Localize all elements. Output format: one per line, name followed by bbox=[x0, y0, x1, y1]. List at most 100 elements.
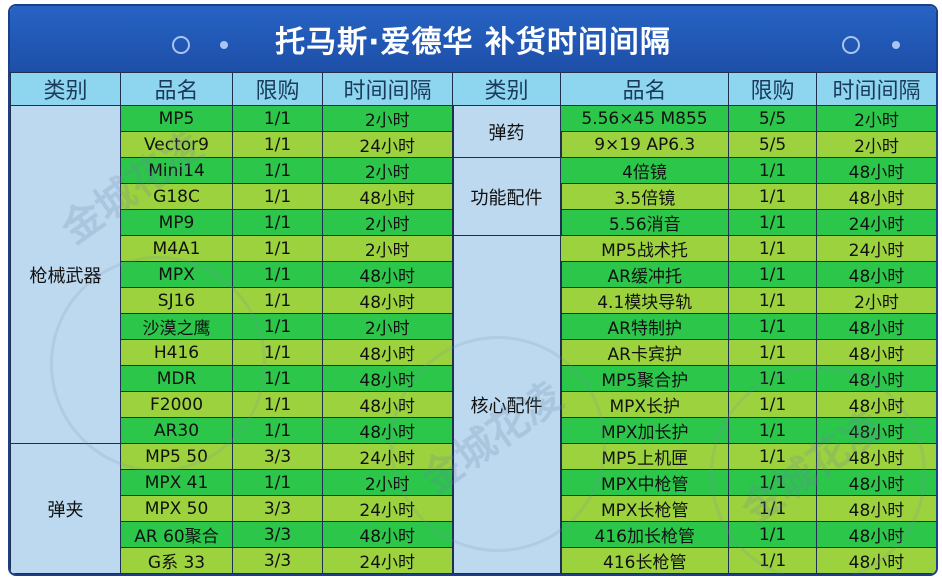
item-limit: 1/1 bbox=[232, 417, 323, 444]
item-name: 9×19 AP6.3 bbox=[559, 131, 729, 158]
item-limit: 3/3 bbox=[232, 443, 323, 470]
table-row: F2000 1/1 48小时 MPX长护 1/1 48小时 bbox=[11, 391, 936, 418]
table-row: 沙漠之鹰 1/1 2小时 AR特制护 1/1 48小时 bbox=[11, 313, 936, 340]
item-limit: 1/1 bbox=[728, 183, 817, 210]
dot-icon bbox=[892, 41, 900, 49]
table-row: AR 60聚合 3/3 48小时 416加长枪管 1/1 48小时 bbox=[11, 521, 936, 548]
item-name: AR特制护 bbox=[559, 313, 729, 340]
item-interval: 48小时 bbox=[816, 313, 936, 340]
item-name: MP5 50 bbox=[120, 443, 233, 470]
item-limit: 1/1 bbox=[232, 183, 323, 210]
item-name: AR卡宾护 bbox=[559, 339, 729, 366]
item-limit: 1/1 bbox=[728, 469, 817, 496]
item-interval: 48小时 bbox=[322, 365, 453, 392]
item-limit: 1/1 bbox=[232, 365, 323, 392]
category-cell: 弹药 bbox=[451, 105, 561, 158]
item-name: M4A1 bbox=[120, 235, 233, 262]
item-interval: 24小时 bbox=[322, 547, 453, 574]
item-interval: 48小时 bbox=[816, 469, 936, 496]
header-category: 类别 bbox=[10, 72, 121, 106]
item-limit: 1/1 bbox=[232, 105, 323, 132]
item-limit: 1/1 bbox=[728, 417, 817, 444]
item-interval: 48小时 bbox=[322, 339, 453, 366]
item-limit: 1/1 bbox=[232, 287, 323, 314]
header-name: 品名 bbox=[120, 72, 233, 106]
item-limit: 1/1 bbox=[232, 391, 323, 418]
item-name: MPX bbox=[120, 261, 233, 288]
item-name: 5.56×45 M855 bbox=[560, 105, 729, 132]
item-limit: 5/5 bbox=[728, 131, 817, 158]
item-interval: 48小时 bbox=[816, 443, 936, 470]
item-name: MP5聚合护 bbox=[559, 365, 729, 392]
item-name: MPX长护 bbox=[559, 391, 729, 418]
item-limit: 1/1 bbox=[728, 547, 817, 574]
item-name: MPX长枪管 bbox=[559, 495, 729, 522]
table-row: G系 33 3/3 24小时 416长枪管 1/1 48小时 bbox=[11, 547, 936, 574]
table-row: M4A1 1/1 2小时 核心配件 MP5战术托 1/1 24小时 bbox=[11, 235, 936, 574]
item-limit: 1/1 bbox=[728, 287, 817, 314]
table-row: G18C 1/1 48小时 3.5倍镜 1/1 48小时 bbox=[11, 183, 936, 210]
table-row: AR30 1/1 48小时 MPX加长护 1/1 48小时 bbox=[11, 417, 936, 444]
restock-table: 类别 品名 限购 时间间隔 类别 品名 限购 时间间隔 枪械武器 MP5 1/1 2小… bbox=[10, 72, 936, 574]
item-interval: 24小时 bbox=[816, 209, 936, 236]
item-name: MP5上机匣 bbox=[559, 443, 729, 470]
item-name: SJ16 bbox=[120, 287, 233, 314]
item-interval: 48小时 bbox=[816, 495, 936, 522]
dot-icon bbox=[220, 41, 228, 49]
category-cell: 核心配件 bbox=[451, 235, 561, 574]
header-name: 品名 bbox=[560, 72, 729, 106]
item-name: MPX 41 bbox=[120, 469, 233, 496]
restock-panel: 托马斯·爱德华 补货时间间隔 类别 品名 限购 时间间隔 类别 品名 限购 时间… bbox=[8, 4, 938, 576]
item-limit: 1/1 bbox=[728, 313, 817, 340]
header-category: 类别 bbox=[452, 72, 561, 106]
table-row: Mini14 1/1 2小时 功能配件 4倍镜 1/1 48小时 bbox=[11, 157, 936, 236]
item-name: 416加长枪管 bbox=[559, 521, 729, 548]
item-name: MP5 bbox=[120, 105, 233, 132]
item-interval: 2小时 bbox=[816, 131, 936, 158]
item-limit: 1/1 bbox=[232, 313, 323, 340]
table-row: MP9 1/1 2小时 5.56消音 1/1 24小时 bbox=[11, 209, 936, 236]
item-limit: 1/1 bbox=[232, 209, 323, 236]
item-interval: 24小时 bbox=[322, 495, 453, 522]
item-interval: 48小时 bbox=[816, 261, 936, 288]
item-interval: 48小时 bbox=[322, 261, 453, 288]
item-interval: 2小时 bbox=[322, 235, 453, 262]
header-interval: 时间间隔 bbox=[322, 72, 453, 106]
item-name: AR缓冲托 bbox=[559, 261, 729, 288]
item-limit: 1/1 bbox=[728, 495, 817, 522]
table-row: 枪械武器 MP5 1/1 2小时 弹药 5.56×45 M855 5/5 2小时 bbox=[10, 105, 936, 444]
header-interval: 时间间隔 bbox=[816, 72, 936, 106]
item-interval: 2小时 bbox=[322, 469, 453, 496]
item-limit: 1/1 bbox=[728, 235, 817, 262]
header-limit: 限购 bbox=[728, 72, 817, 106]
item-interval: 48小时 bbox=[816, 339, 936, 366]
item-interval: 48小时 bbox=[322, 391, 453, 418]
item-interval: 2小时 bbox=[322, 209, 453, 236]
item-interval: 48小时 bbox=[816, 417, 936, 444]
item-interval: 48小时 bbox=[322, 417, 453, 444]
table-row: Vector9 1/1 24小时 9×19 AP6.3 5/5 2小时 bbox=[11, 131, 936, 158]
circle-icon bbox=[842, 36, 860, 54]
item-interval: 2小时 bbox=[322, 157, 453, 184]
category-cell: 枪械武器 bbox=[10, 105, 121, 444]
item-limit: 1/1 bbox=[232, 339, 323, 366]
item-interval: 48小时 bbox=[816, 521, 936, 548]
category-cell: 弹夹 bbox=[10, 443, 121, 574]
table-row: MPX 1/1 48小时 AR缓冲托 1/1 48小时 bbox=[11, 261, 936, 288]
item-interval: 48小时 bbox=[322, 183, 453, 210]
item-name: MP9 bbox=[120, 209, 233, 236]
item-interval: 2小时 bbox=[322, 105, 453, 132]
item-name: 3.5倍镜 bbox=[559, 183, 729, 210]
item-interval: 48小时 bbox=[816, 183, 936, 210]
table-row: MPX 41 1/1 2小时 MPX中枪管 1/1 48小时 bbox=[11, 469, 936, 496]
item-name: AR30 bbox=[120, 417, 233, 444]
item-name: H416 bbox=[120, 339, 233, 366]
item-name: Vector9 bbox=[120, 131, 233, 158]
item-interval: 48小时 bbox=[322, 521, 453, 548]
item-name: 沙漠之鹰 bbox=[120, 313, 233, 340]
item-name: MPX加长护 bbox=[559, 417, 729, 444]
item-limit: 1/1 bbox=[728, 339, 817, 366]
item-interval: 48小时 bbox=[816, 365, 936, 392]
item-limit: 1/1 bbox=[232, 261, 323, 288]
item-interval: 2小时 bbox=[322, 313, 453, 340]
